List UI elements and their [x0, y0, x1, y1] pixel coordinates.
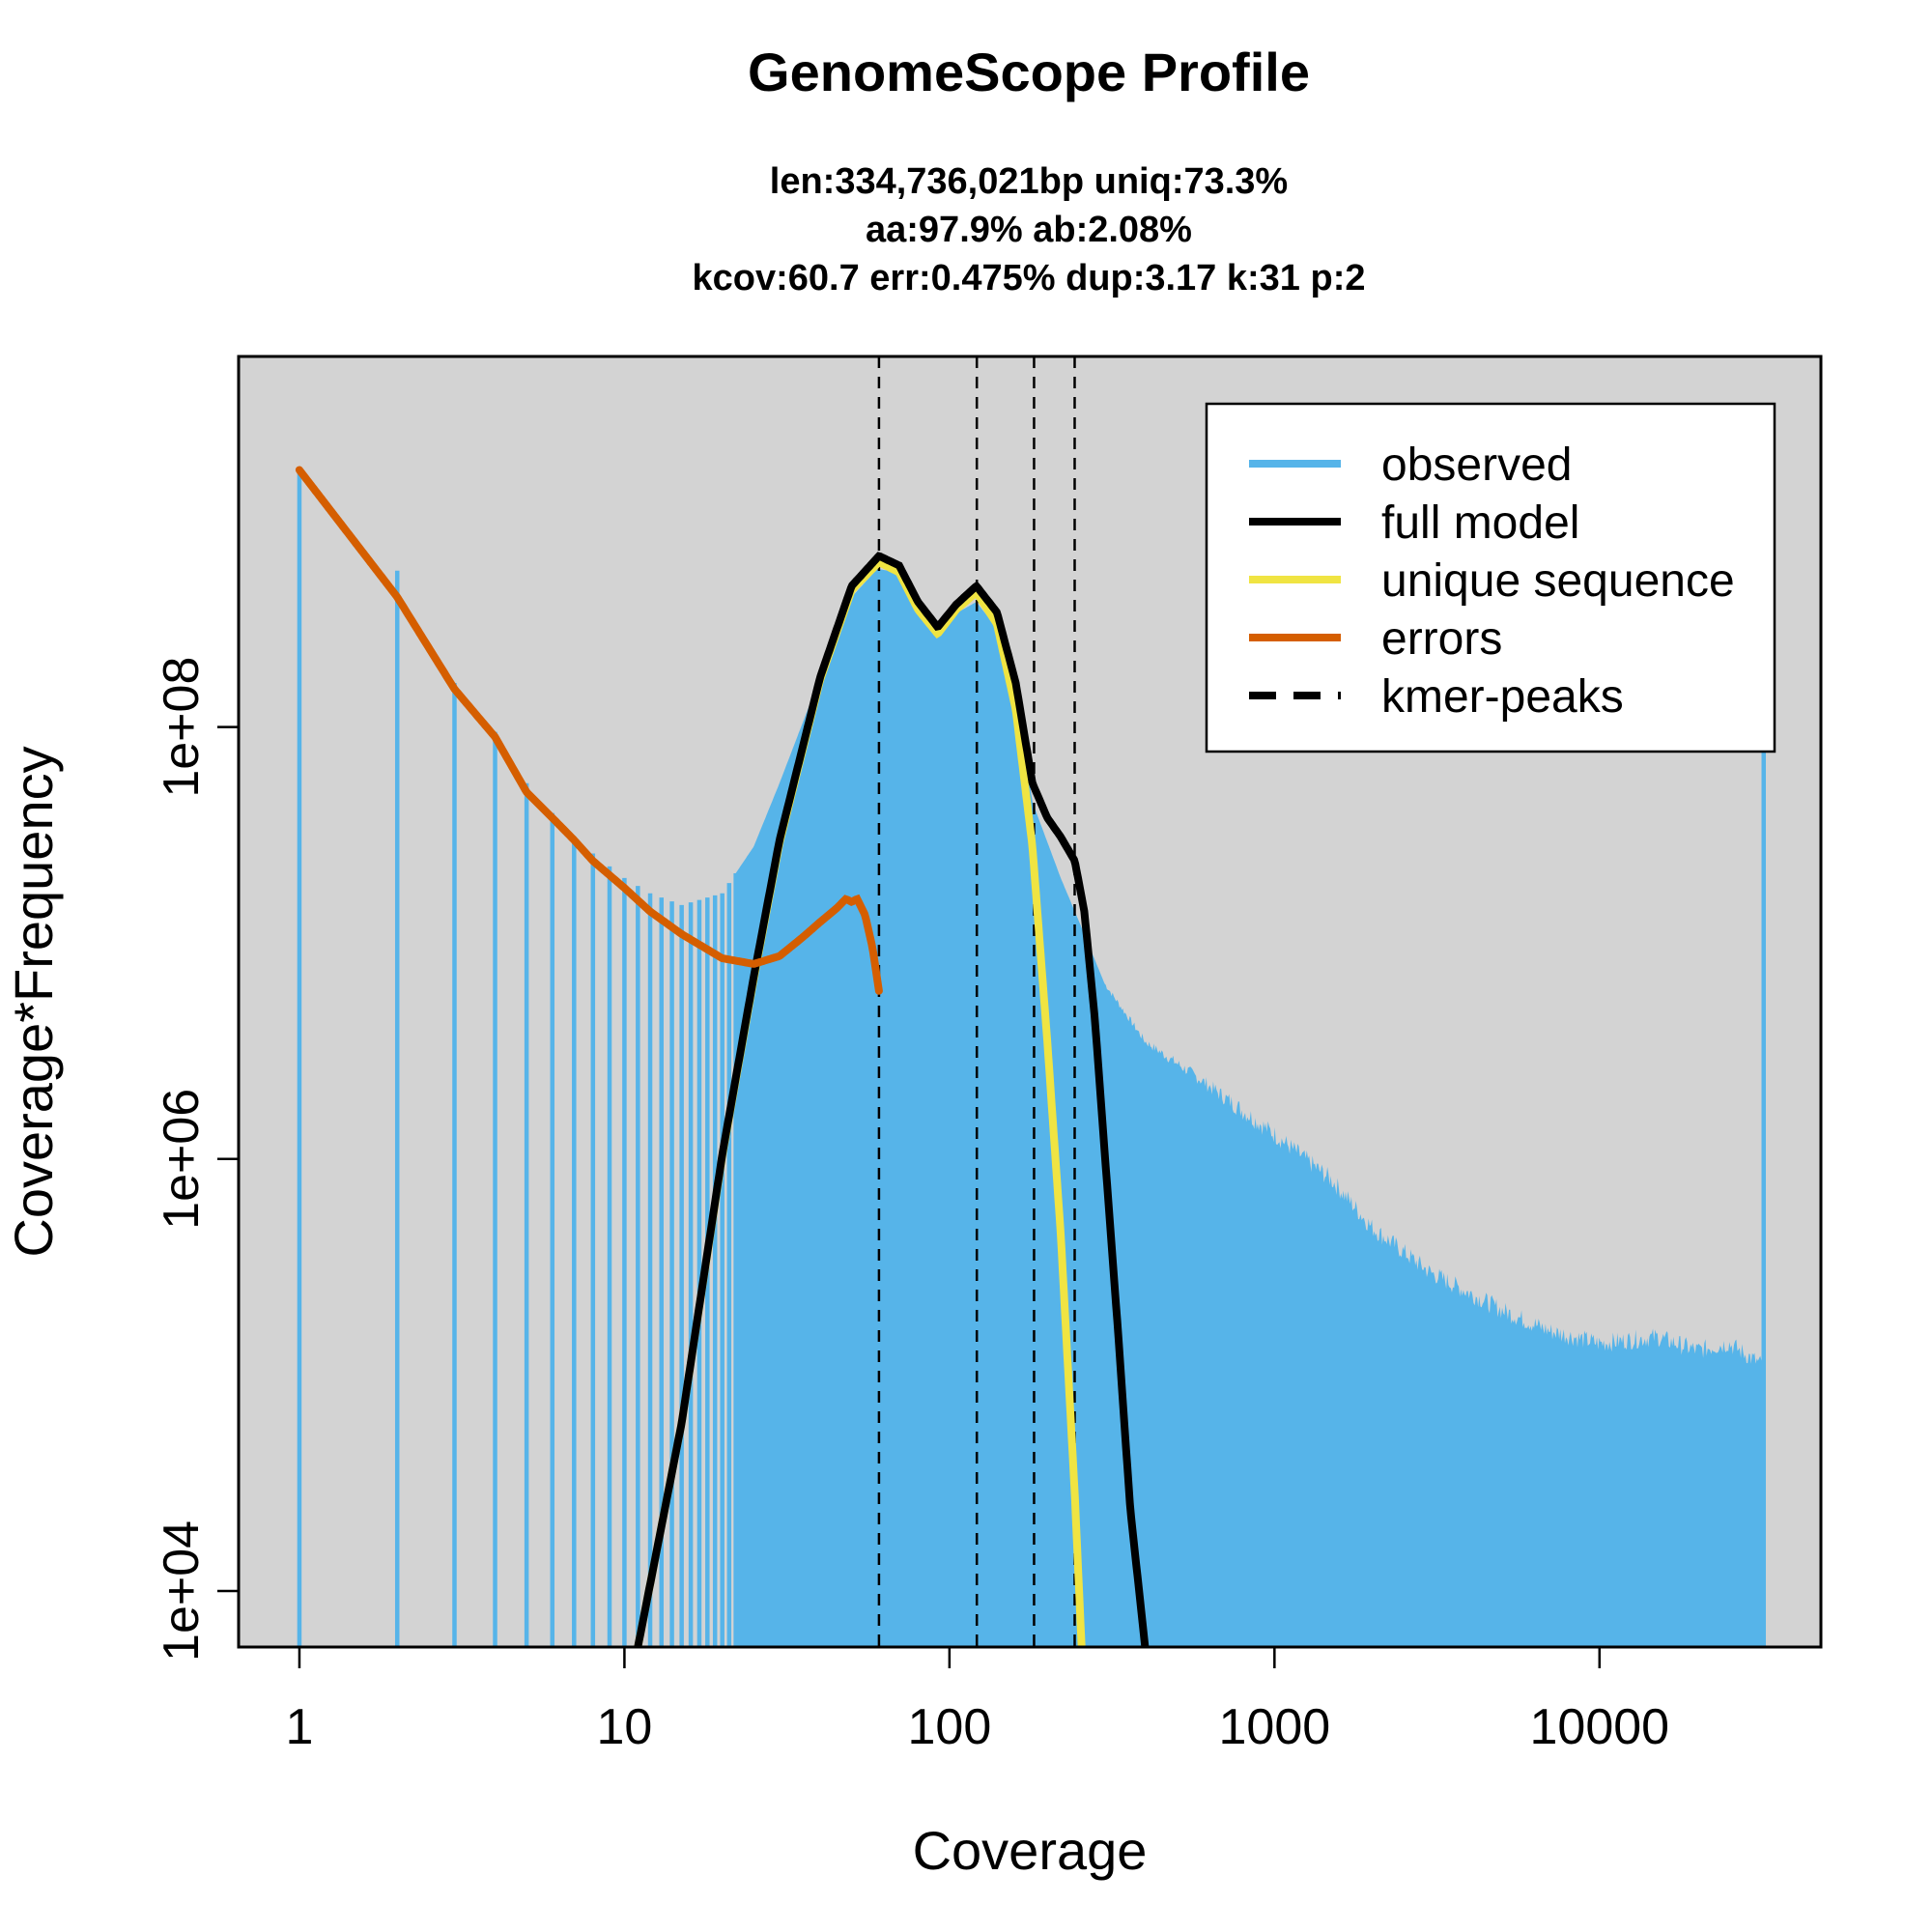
- errors-line: [295, 466, 883, 995]
- x-axis-label: Coverage: [913, 1820, 1148, 1881]
- legend-label-observed: observed: [1381, 440, 1572, 491]
- y-axis: 1e+04 1e+06 1e+08: [154, 657, 239, 1662]
- x-tick-label: 100: [907, 1699, 991, 1755]
- y-axis-label: Coverage*Frequency: [3, 746, 64, 1257]
- y-tick-label: 1e+04: [154, 1520, 210, 1662]
- plot-frame: [237, 355, 1823, 1649]
- model-curves-group: [295, 466, 1150, 1647]
- legend-label-kmer-peaks: kmer-peaks: [1381, 671, 1624, 723]
- observed-area: [735, 568, 1764, 1647]
- x-tick-label: 10000: [1529, 1699, 1669, 1755]
- legend-label-errors: errors: [1381, 613, 1502, 665]
- legend: observed full model unique sequence erro…: [1205, 402, 1776, 753]
- chart-subtitle-line-3: kcov:60.7 err:0.475% dup:3.17 k:31 p:2: [692, 258, 1365, 298]
- chart-subtitle-line-1: len:334,736,021bp uniq:73.3%: [770, 161, 1288, 202]
- y-tick-label: 1e+06: [154, 1089, 210, 1230]
- chart-title: GenomeScope Profile: [748, 42, 1310, 102]
- legend-label-full-model: full model: [1381, 497, 1579, 549]
- chart-subtitle-line-2: aa:97.9% ab:2.08%: [866, 210, 1192, 250]
- full-model-line: [634, 552, 1150, 1647]
- x-tick-label: 1000: [1218, 1699, 1330, 1755]
- y-tick-label: 1e+08: [154, 657, 210, 798]
- x-axis: 1 10 100 1000 10000: [285, 1647, 1669, 1755]
- x-tick-label: 10: [596, 1699, 652, 1755]
- x-tick-label: 1: [285, 1699, 313, 1755]
- legend-label-unique-sequence: unique sequence: [1381, 555, 1735, 607]
